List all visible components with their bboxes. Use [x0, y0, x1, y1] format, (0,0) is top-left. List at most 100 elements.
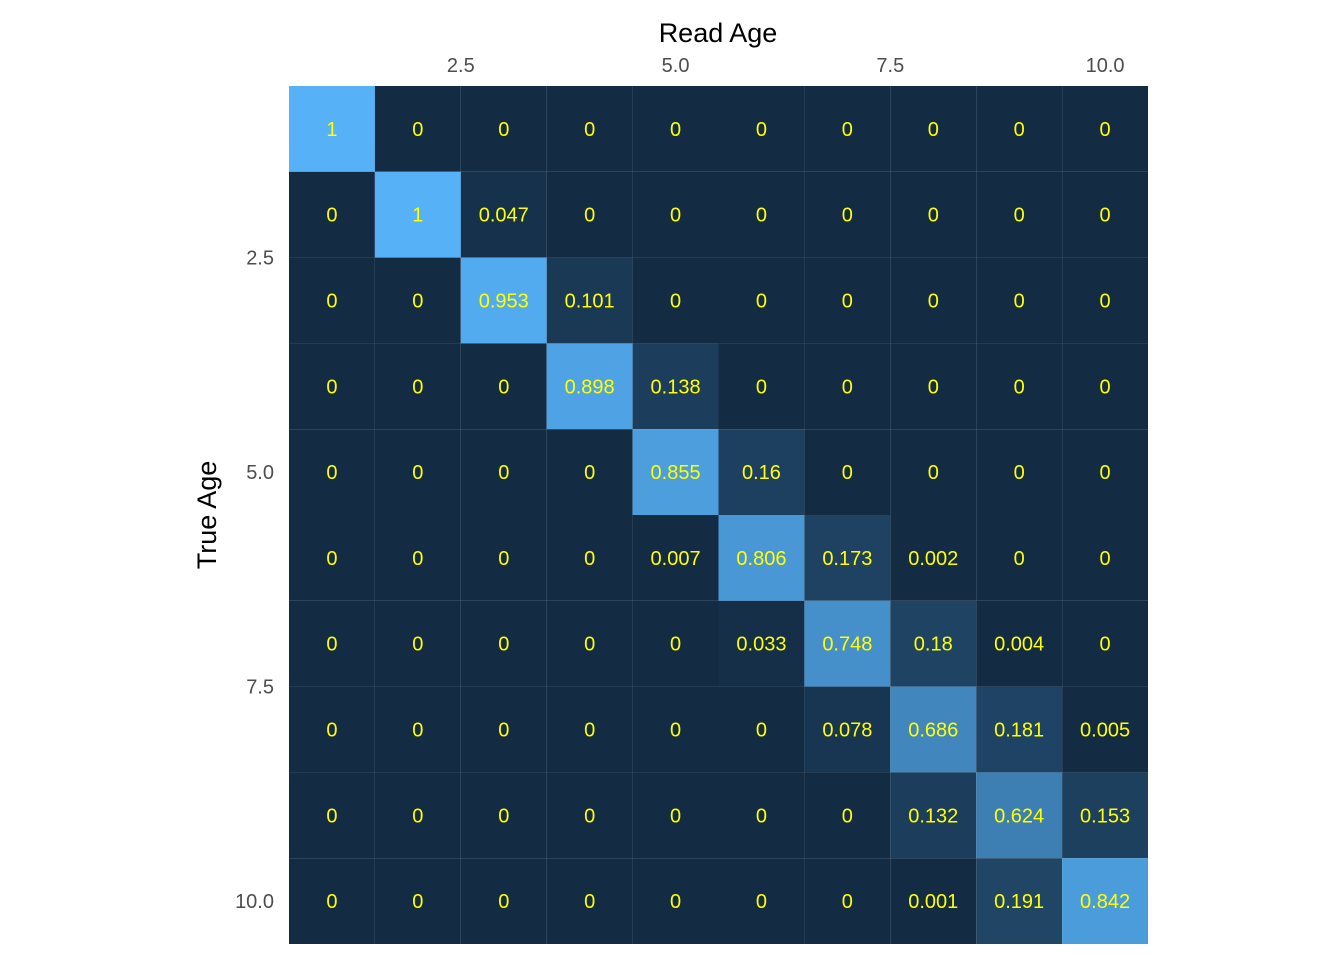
y-tick-label: 5.0 [246, 462, 274, 484]
cell-value-label: 0 [756, 119, 767, 141]
cell-value-label: 0.181 [994, 720, 1044, 742]
cell-value-label: 0 [498, 119, 509, 141]
heatmap-cell [804, 858, 891, 944]
heatmap-cell [976, 171, 1063, 258]
heatmap-cell [374, 600, 461, 687]
cell-value-label: 0.624 [994, 805, 1044, 827]
cell-value-label: 0 [412, 462, 423, 484]
cell-value-label: 0 [756, 376, 767, 398]
heatmap-cell [632, 171, 719, 258]
heatmap-cell [804, 429, 891, 515]
cell-value-label: 0 [498, 720, 509, 742]
cell-value-label: 0 [498, 548, 509, 570]
cell-value-label: 0 [326, 805, 337, 827]
heatmap-cell [546, 515, 633, 601]
cell-value-label: 0.138 [651, 376, 701, 398]
heatmap-cell [289, 686, 375, 773]
heatmap-cell [718, 343, 805, 430]
heatmap-cell [546, 429, 633, 515]
x-tick-label: 2.5 [447, 55, 475, 77]
cell-value-label: 0 [1014, 205, 1025, 227]
x-axis-title: Read Age [659, 18, 778, 48]
cell-value-label: 0 [1014, 462, 1025, 484]
heatmap-cell [460, 686, 547, 773]
cell-value-label: 0.748 [822, 634, 872, 656]
y-axis-title: True Age [192, 461, 222, 570]
heatmap-cell [804, 686, 891, 773]
cell-value-label: 0 [756, 805, 767, 827]
heatmap-cell [460, 600, 547, 687]
cell-value-label: 0 [1099, 634, 1110, 656]
heatmap-cell [289, 86, 375, 172]
heatmap-cell [374, 86, 461, 172]
heatmap-cell [289, 343, 375, 430]
cell-value-label: 1 [412, 205, 423, 227]
heatmap-cell [890, 429, 977, 515]
cell-value-label: 0 [928, 119, 939, 141]
cell-value-label: 0 [412, 891, 423, 913]
heatmap-cell [289, 600, 375, 687]
heatmap-cell [460, 171, 547, 258]
heatmap-cell [976, 600, 1063, 687]
heatmap-cell [632, 600, 719, 687]
cell-value-label: 0 [1099, 205, 1110, 227]
heatmap-cell [546, 86, 633, 172]
heatmap-cell [632, 515, 719, 601]
cell-value-label: 0 [670, 720, 681, 742]
heatmap-cell [890, 686, 977, 773]
heatmap-cell [289, 858, 375, 944]
cell-value-label: 0 [842, 376, 853, 398]
heatmap-cell [1062, 772, 1148, 859]
heatmap-cell [632, 858, 719, 944]
heatmap-cell [718, 86, 805, 172]
heatmap-cell [890, 858, 977, 944]
heatmap-cells [289, 86, 1148, 944]
cell-value-label: 0 [670, 119, 681, 141]
heatmap-cell [718, 515, 805, 601]
heatmap-cell [374, 772, 461, 859]
heatmap-cell [374, 257, 461, 344]
heatmap-cell [374, 686, 461, 773]
cell-value-label: 0.16 [742, 462, 781, 484]
cell-value-label: 0 [412, 720, 423, 742]
cell-value-label: 0 [584, 205, 595, 227]
cell-value-label: 0.855 [651, 462, 701, 484]
cell-value-label: 0 [756, 205, 767, 227]
heatmap-cell [1062, 257, 1148, 344]
heatmap-cell [546, 600, 633, 687]
heatmap-cell [804, 257, 891, 344]
heatmap-cell [289, 429, 375, 515]
heatmap-cell [460, 858, 547, 944]
heatmap-cell [718, 171, 805, 258]
x-axis-ticks: 2.5 5.0 7.5 10.0 [447, 55, 1125, 77]
heatmap-cell [460, 343, 547, 430]
heatmap-cell [460, 429, 547, 515]
heatmap-cell [976, 343, 1063, 430]
cell-value-label: 0 [412, 634, 423, 656]
cell-value-label: 0 [584, 119, 595, 141]
heatmap-cell [718, 686, 805, 773]
heatmap-cell [546, 257, 633, 344]
cell-value-label: 0 [1099, 548, 1110, 570]
cell-value-label: 0 [842, 205, 853, 227]
heatmap-cell [1062, 515, 1148, 601]
cell-value-label: 0 [498, 376, 509, 398]
cell-value-label: 0.842 [1080, 891, 1130, 913]
cell-value-label: 0.686 [908, 720, 958, 742]
heatmap-cell [718, 858, 805, 944]
cell-value-label: 0 [928, 376, 939, 398]
cell-value-label: 0 [326, 891, 337, 913]
heatmap-cell [804, 515, 891, 601]
cell-value-label: 0 [1014, 119, 1025, 141]
heatmap-cell [718, 600, 805, 687]
cell-value-label: 0 [412, 805, 423, 827]
cell-value-label: 0.002 [908, 548, 958, 570]
heatmap-cell [460, 86, 547, 172]
cell-value-label: 0 [498, 805, 509, 827]
heatmap-cell [460, 772, 547, 859]
heatmap-cell [1062, 429, 1148, 515]
heatmap-cell [374, 171, 461, 258]
heatmap-cell [1062, 86, 1148, 172]
heatmap-cell [289, 171, 375, 258]
